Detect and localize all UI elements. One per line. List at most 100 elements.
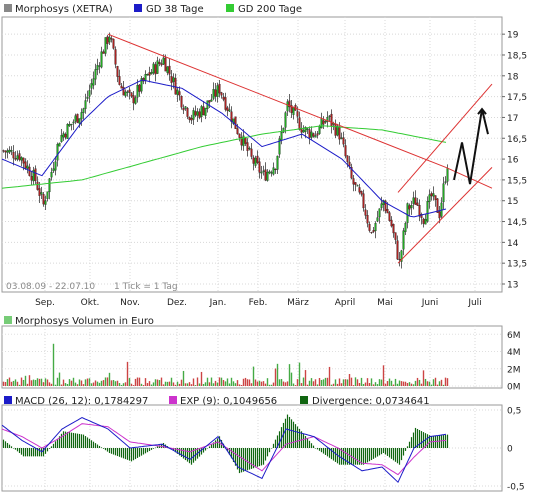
divergence-bar [26,448,29,457]
volume-bar [438,381,441,386]
divergence-bar [226,448,229,452]
volume-bar [136,377,139,386]
candle-body [420,214,423,218]
divergence-bar [258,448,261,467]
candle-body [208,100,211,103]
volume-bar [200,371,203,386]
candle-body [84,100,87,109]
divergence-bar [184,448,187,461]
divergence-bar [236,448,239,470]
divergence-bar [144,448,147,454]
volume-bar [446,378,449,386]
volume-bar [304,370,307,386]
y-tick-label: 15,5 [507,176,527,186]
volume-bar [434,377,437,386]
candle-body [62,133,65,138]
divergence-bar [60,433,63,448]
divergence-bar [332,448,335,461]
volume-bar [246,379,249,386]
divergence-bar [204,448,207,451]
divergence-bar [148,448,151,452]
divergence-bar [140,448,143,456]
divergence-bar [130,448,133,462]
volume-bar [318,378,321,386]
gd38-line [1,79,447,218]
divergence-bar [440,435,443,448]
candle-body [26,165,29,169]
volume-bar [408,382,411,386]
divergence-bar [112,448,115,455]
volume-bar [240,385,243,386]
candle-body [224,97,227,110]
divergence-bar [50,446,53,448]
volume-bar [378,379,381,386]
candle-body [320,118,323,129]
volume-bar [350,377,353,386]
divergence-bar [118,448,121,457]
volume-bar [358,383,361,386]
candle-body [246,142,249,151]
volume-bar [274,368,277,386]
volume-bar [280,379,283,386]
candle-body [350,166,353,179]
y-tick-label: -0,5 [507,483,525,493]
divergence-bar [116,448,119,457]
divergence-bar [48,448,51,449]
x-tick-label: Jan. [209,298,227,308]
candle-body [54,161,57,171]
legend-swatch-exp [169,396,177,404]
candle-body [118,76,121,85]
divergence-bar [308,440,311,448]
volume-bar [344,379,347,386]
divergence-bar [298,428,301,448]
volume-bar [252,366,255,386]
volume-bar [112,380,115,386]
divergence-bar [358,448,361,465]
divergence-bar [386,448,389,456]
volume-bar [338,378,341,386]
volume-bar [266,378,269,386]
candle-body [68,124,71,127]
volume-bar [424,378,427,386]
volume-bar [440,379,443,386]
divergence-bar [412,432,415,448]
legend-gd200-label: GD 200 Tage [238,4,302,15]
divergence-bar [80,434,83,448]
candle-body [424,219,427,225]
volume-bar [226,378,229,386]
y-tick-label: 16,5 [507,135,527,145]
volume-bar [30,380,33,386]
divergence-bar [108,448,111,454]
divergence-bar [262,448,265,465]
candle-body [140,78,143,92]
volume-bar [184,383,187,386]
volume-bar [320,379,323,386]
candle-body [146,74,149,76]
candle-body [158,62,161,65]
candle-body [90,83,93,89]
candle-body [110,38,113,40]
volume-bar [236,380,239,386]
divergence-bar [278,431,281,448]
volume-bar [32,379,35,386]
volume-bar [260,381,263,386]
divergence-bar [420,431,423,448]
volume-bar [392,384,395,386]
candle-body [2,150,5,152]
volume-bar [352,385,355,386]
divergence-bar [78,433,81,448]
legend-swatch-gd200 [226,4,234,12]
candle-body [48,178,51,193]
volume-bar [398,380,401,386]
candle-body [38,188,41,196]
volume-bar [384,383,387,386]
divergence-bar [208,446,211,448]
volume-bar [170,377,173,386]
candle-body [258,161,261,173]
volume-bar [296,379,299,386]
candle-body [64,133,67,138]
divergence-bar [28,448,31,457]
divergence-bar [70,432,73,448]
volume-y-axis-ticks: 6M 4M 2M 0M [507,331,521,393]
x-axis-ticks: Sep. Okt. Nov. Dez. Jan. Feb. März April Mai Juni… [35,298,482,308]
